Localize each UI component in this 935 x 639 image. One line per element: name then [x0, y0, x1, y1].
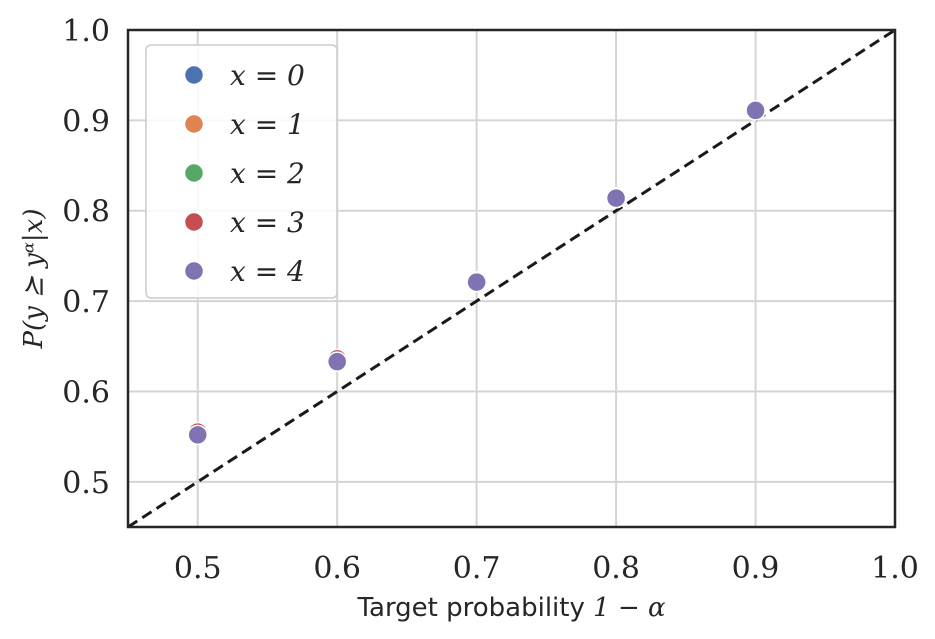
legend: x = 0 x = 1 x = 2 x = 3 x = 4	[145, 44, 338, 299]
y-tick-label: 0.5	[62, 466, 110, 501]
x-axis-label-math: 1 − α	[593, 593, 666, 623]
legend-box	[145, 44, 338, 299]
y-tick-label: 0.9	[62, 104, 110, 139]
legend-marker	[183, 260, 205, 282]
x-tick-label: 0.7	[453, 551, 501, 586]
data-point-series-4	[745, 100, 766, 121]
x-tick-labels: 0.5 0.6 0.7 0.8 0.9 1.0	[174, 551, 919, 586]
y-axis-label: P(y ⪰ yᵅ|x)	[19, 209, 49, 350]
data-point-series-4	[326, 351, 348, 372]
x-axis-label-text: Target probability	[356, 593, 593, 623]
x-axis-label: Target probability 1 − α	[356, 593, 666, 623]
legend-label: x = 1	[230, 108, 305, 141]
legend-label: x = 0	[230, 59, 305, 92]
y-tick-label: 1.0	[62, 14, 110, 49]
legend-label: x = 2	[230, 157, 305, 190]
legend-marker	[183, 113, 205, 135]
legend-label: x = 4	[230, 255, 305, 288]
data-point-series-4	[605, 187, 627, 209]
legend-marker	[183, 211, 205, 233]
x-tick-label: 0.9	[732, 551, 780, 586]
plot-frame	[126, 28, 897, 529]
legend-marker	[183, 64, 205, 86]
y-tick-labels: 0.5 0.6 0.7 0.8 0.9 1.0	[62, 14, 110, 501]
data-point-series-4	[466, 271, 487, 293]
x-tick-label: 0.5	[174, 551, 222, 586]
x-tick-label: 1.0	[871, 551, 919, 586]
x-tick-label: 0.8	[592, 551, 640, 586]
data-point-series-4	[187, 424, 208, 446]
x-tick-label: 0.6	[313, 551, 361, 586]
data-points	[187, 100, 766, 446]
y-tick-label: 0.7	[62, 285, 110, 320]
y-tick-label: 0.6	[62, 375, 110, 410]
legend-marker	[183, 162, 205, 184]
y-tick-label: 0.8	[62, 195, 110, 230]
legend-label: x = 3	[230, 206, 305, 239]
